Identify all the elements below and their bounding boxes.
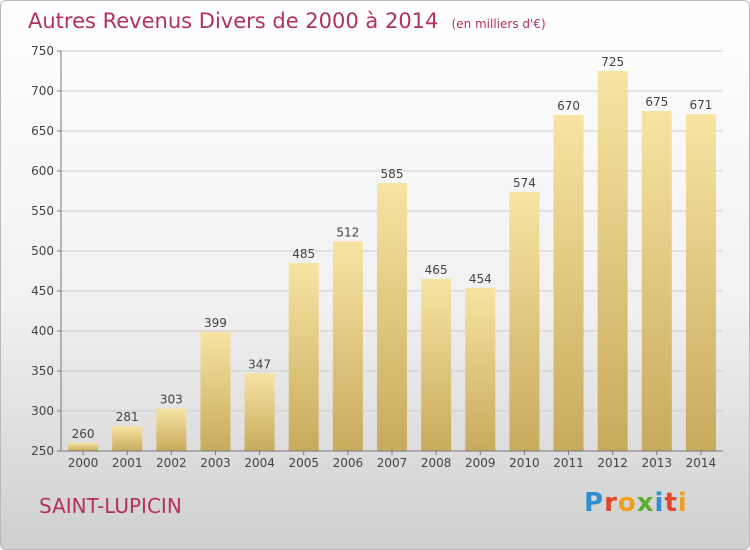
data-label: 485 <box>292 247 315 261</box>
y-tick-label: 550 <box>31 204 54 218</box>
y-tick-label: 700 <box>31 84 54 98</box>
x-tick-label: 2004 <box>244 456 275 470</box>
x-tick-label: 2001 <box>112 456 143 470</box>
data-label: 512 <box>336 225 359 239</box>
bar <box>641 111 672 451</box>
bar <box>421 279 452 451</box>
x-tick-label: 2013 <box>642 456 673 470</box>
data-label: 303 <box>160 393 183 407</box>
y-tick-label: 650 <box>31 124 54 138</box>
bar <box>156 408 187 451</box>
x-tick-label: 2010 <box>509 456 540 470</box>
title-unit: (en milliers d'€) <box>451 17 546 31</box>
bar <box>685 114 716 451</box>
data-label: 454 <box>469 272 492 286</box>
bar <box>509 191 540 452</box>
data-label: 675 <box>645 95 668 109</box>
data-label: 347 <box>248 357 271 371</box>
bar <box>68 443 99 451</box>
data-label: 399 <box>204 316 227 330</box>
data-label: 574 <box>513 176 536 190</box>
x-tick-label: 2006 <box>333 456 364 470</box>
x-tick-label: 2003 <box>200 456 231 470</box>
y-tick-label: 600 <box>31 164 54 178</box>
bar <box>112 426 143 451</box>
chart-title: Autres Revenus Divers de 2000 à 2014 (en… <box>28 9 546 33</box>
x-tick-label: 2012 <box>597 456 628 470</box>
x-tick-label: 2005 <box>288 456 319 470</box>
title-text: Autres Revenus Divers de 2000 à 2014 <box>28 9 439 33</box>
bar <box>288 263 319 451</box>
y-tick-label: 350 <box>31 364 54 378</box>
y-tick-label: 500 <box>31 244 54 258</box>
y-tick-label: 450 <box>31 284 54 298</box>
x-tick-label: 2007 <box>377 456 408 470</box>
data-label: 725 <box>601 55 624 69</box>
proxiti-logo[interactable]: Proxiti <box>584 488 688 518</box>
x-tick-label: 2014 <box>686 456 717 470</box>
bar <box>200 331 231 451</box>
data-label: 281 <box>116 410 139 424</box>
x-tick-label: 2009 <box>465 456 496 470</box>
data-label: 671 <box>689 98 712 112</box>
bar <box>465 287 496 451</box>
data-label: 465 <box>425 263 448 277</box>
x-tick-label: 2000 <box>68 456 99 470</box>
x-tick-label: 2008 <box>421 456 452 470</box>
data-label: 260 <box>72 427 95 441</box>
x-tick-label: 2002 <box>156 456 187 470</box>
bar <box>244 373 275 451</box>
y-tick-label: 250 <box>31 444 54 458</box>
x-tick-label: 2011 <box>553 456 584 470</box>
bar <box>332 241 363 451</box>
y-tick-label: 750 <box>31 44 54 58</box>
bar <box>597 71 628 451</box>
bar <box>553 115 584 451</box>
y-tick-label: 300 <box>31 404 54 418</box>
data-label: 670 <box>557 99 580 113</box>
data-label: 585 <box>381 167 404 181</box>
y-tick-label: 400 <box>31 324 54 338</box>
commune-name: SAINT-LUPICIN <box>39 494 182 518</box>
bar <box>376 183 408 451</box>
